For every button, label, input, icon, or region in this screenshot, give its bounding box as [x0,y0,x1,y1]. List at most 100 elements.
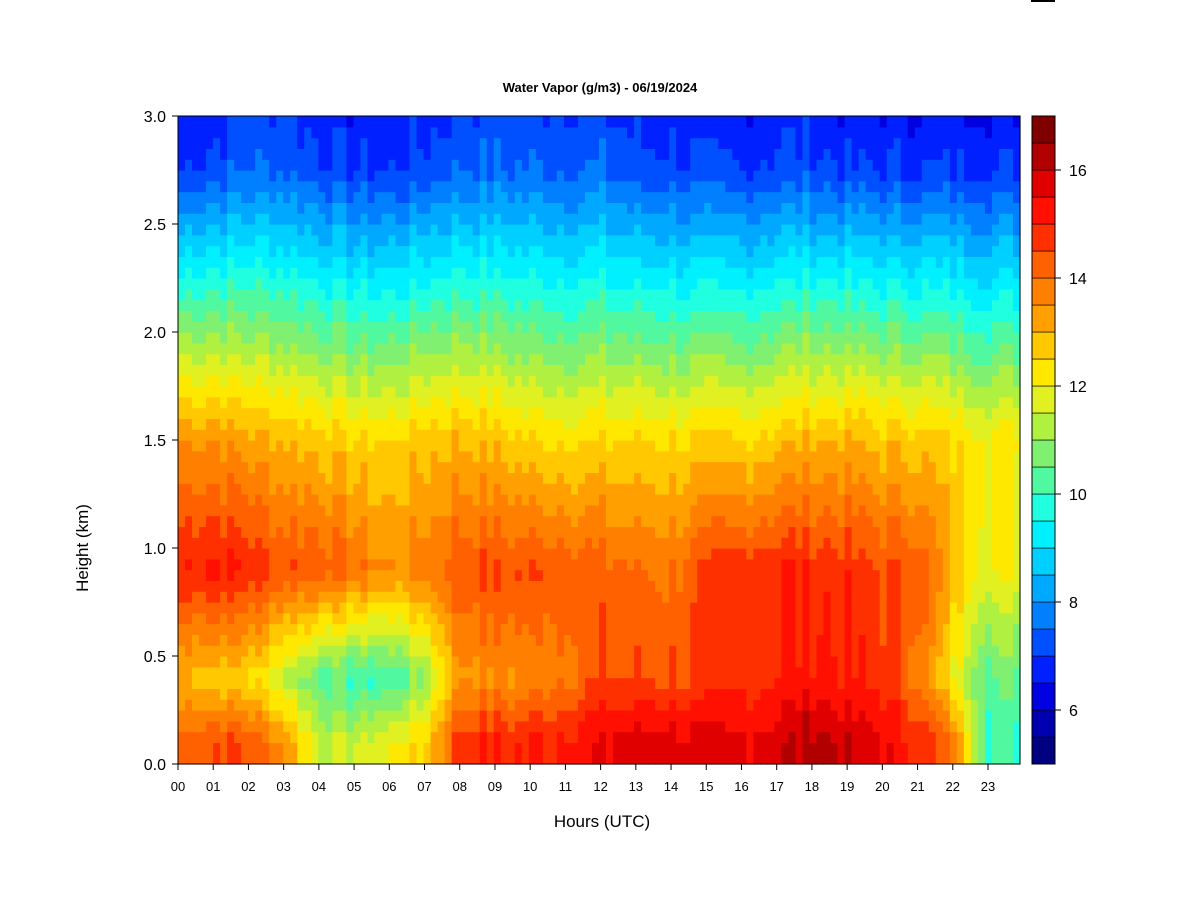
heatmap-cell [577,548,586,560]
heatmap-cell [360,742,369,754]
heatmap-cell [360,170,369,182]
heatmap-cell [458,137,467,149]
heatmap-cell [669,375,677,387]
heatmap-cell [458,569,467,581]
heatmap-cell [360,396,369,409]
heatmap-cell [444,137,453,149]
heatmap-cell [262,580,270,592]
heatmap-cell [753,407,761,419]
heatmap-cell [255,440,263,452]
heatmap-cell [395,688,404,700]
heatmap-cell [591,224,600,236]
heatmap-cell [437,753,446,765]
heatmap-cell [507,342,516,355]
heatmap-cell [185,504,193,517]
heatmap-cell [669,116,677,128]
heatmap-cell [753,429,761,441]
heatmap-cell [381,407,390,419]
heatmap-cell [185,245,193,257]
heatmap-cell [739,170,747,182]
heatmap-cell [535,418,544,430]
heatmap-cell [192,450,200,463]
heatmap-cell [444,332,453,344]
heatmap-cell [262,386,270,398]
heatmap-cell [669,191,677,203]
heatmap-cell [269,645,277,657]
heatmap-cell [599,666,607,679]
heatmap-cell [192,677,200,689]
heatmap-cell [634,299,642,311]
heatmap-cell [206,580,214,592]
heatmap-cell [599,450,607,463]
heatmap-cell [669,666,677,679]
heatmap-cell [718,494,726,506]
heatmap-cell [690,677,698,689]
heatmap-cell [556,278,565,290]
heatmap-cell [753,137,761,149]
heatmap-cell [627,623,635,635]
heatmap-cell [620,310,628,322]
heatmap-cell [269,170,277,182]
heatmap-cell [374,537,383,549]
heatmap-cell [690,375,698,387]
heatmap-cell [599,342,607,355]
heatmap-cell [388,645,397,657]
heatmap-cell [648,342,656,355]
heatmap-cell [739,569,747,581]
heatmap-cell [423,126,432,139]
heatmap-cell [556,656,565,668]
heatmap-cell [697,342,705,355]
heatmap-cell [206,245,214,257]
heatmap-cell [753,234,761,247]
heatmap-cell [311,656,319,668]
heatmap-cell [213,731,221,743]
heatmap-cell [549,137,558,149]
heatmap-cell [655,645,663,657]
heatmap-cell [283,537,291,549]
heatmap-cell [732,299,740,311]
heatmap-cell [367,612,376,625]
heatmap-cell [346,288,355,301]
heatmap-cell [178,666,186,679]
heatmap-cell [746,753,754,765]
heatmap-cell [613,116,621,128]
heatmap-cell [283,396,291,409]
heatmap-cell [683,267,691,279]
heatmap-cell [570,429,579,441]
heatmap-cell [185,202,193,214]
heatmap-cell [374,245,383,257]
heatmap-cell [227,666,235,679]
heatmap-cell [570,116,579,128]
heatmap-cell [444,278,453,290]
heatmap-cell [465,645,474,657]
heatmap-cell [325,386,333,398]
heatmap-cell [599,353,607,365]
heatmap-cell [662,116,670,128]
heatmap-cell [606,180,614,193]
heatmap-cell [479,148,488,160]
heatmap-cell [276,278,284,290]
heatmap-cell [409,353,418,365]
heatmap-cell [535,267,544,279]
heatmap-cell [318,396,326,409]
heatmap-cell [409,148,418,160]
heatmap-cell [444,753,453,765]
heatmap-cell [613,234,621,247]
heatmap-cell [683,699,691,711]
heatmap-cell [690,364,698,376]
heatmap-cell [493,753,502,765]
heatmap-cell [535,213,544,225]
heatmap-cell [192,440,200,452]
heatmap-cell [535,656,544,668]
heatmap-cell [500,450,509,463]
heatmap-cell [591,245,600,257]
heatmap-cell [213,267,221,279]
heatmap-cell [556,720,565,733]
heatmap-cell [718,310,726,322]
heatmap-cell [599,429,607,441]
heatmap-cell [381,753,390,765]
heatmap-cell [283,202,291,214]
heatmap-cell [577,353,586,365]
heatmap-cell [711,321,719,333]
heatmap-cell [255,461,263,473]
